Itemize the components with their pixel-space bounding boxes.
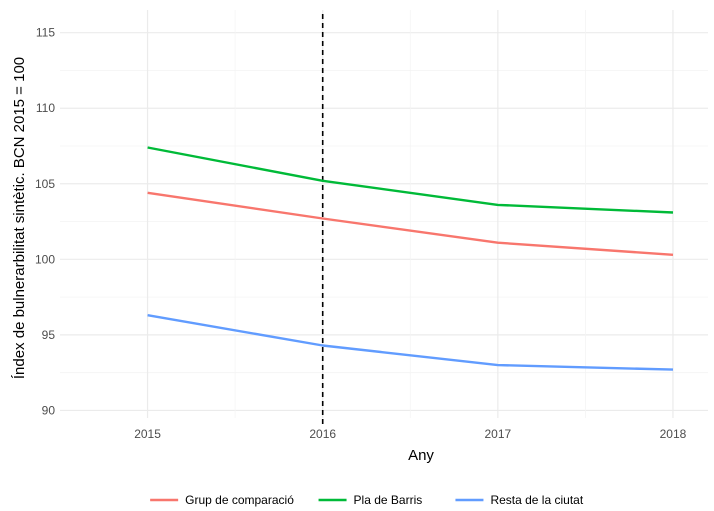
x-axis-title: Any (408, 447, 434, 464)
legend-label-0: Grup de comparació (185, 493, 294, 507)
y-tick-labels: 90 95 100 105 110 115 (35, 26, 55, 418)
series-lines (147, 146, 674, 371)
x-tick-label: 2015 (134, 427, 161, 441)
y-tick-label: 105 (35, 177, 55, 191)
series-line-1 (147, 146, 674, 214)
x-tick-label: 2016 (309, 427, 336, 441)
series-line-2 (147, 314, 674, 371)
x-tick-label: 2017 (484, 427, 511, 441)
y-tick-label: 115 (36, 26, 55, 40)
legend: Grup de comparació Pla de Barris Resta de … (150, 493, 584, 507)
series-line-0 (147, 191, 674, 256)
y-tick-label: 90 (42, 403, 56, 417)
y-tick-label: 110 (36, 101, 55, 115)
grid-lines (60, 10, 708, 418)
y-tick-label: 100 (35, 252, 55, 266)
y-axis-title: Índex de bulnerarbilitat sintètic. BCN 2… (11, 57, 28, 379)
x-tick-label: 2018 (660, 427, 687, 441)
legend-label-1: Pla de Barris (354, 493, 423, 507)
x-tick-labels: 2015 2016 2017 2018 (134, 427, 686, 441)
y-tick-label: 95 (42, 328, 56, 342)
legend-label-2: Resta de la ciutat (490, 493, 583, 507)
